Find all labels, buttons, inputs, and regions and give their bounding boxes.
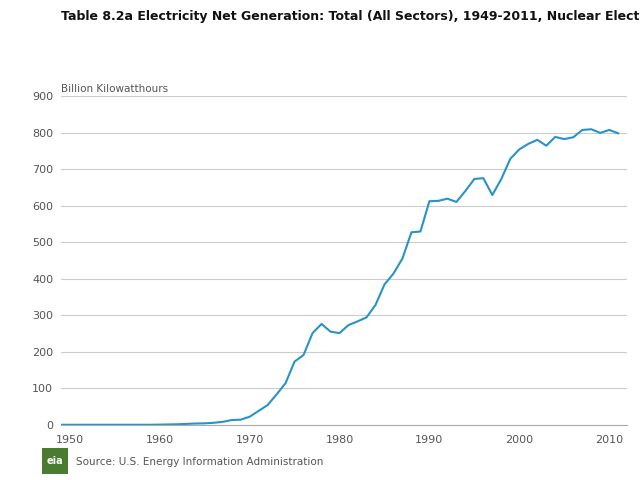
Text: Source: U.S. Energy Information Administration: Source: U.S. Energy Information Administ… xyxy=(76,457,323,467)
Text: Table 8.2a Electricity Net Generation: Total (All Sectors), 1949-2011, Nuclear E: Table 8.2a Electricity Net Generation: T… xyxy=(61,10,640,23)
Text: eia: eia xyxy=(47,456,63,466)
Text: Billion Kilowatthours: Billion Kilowatthours xyxy=(61,84,168,94)
